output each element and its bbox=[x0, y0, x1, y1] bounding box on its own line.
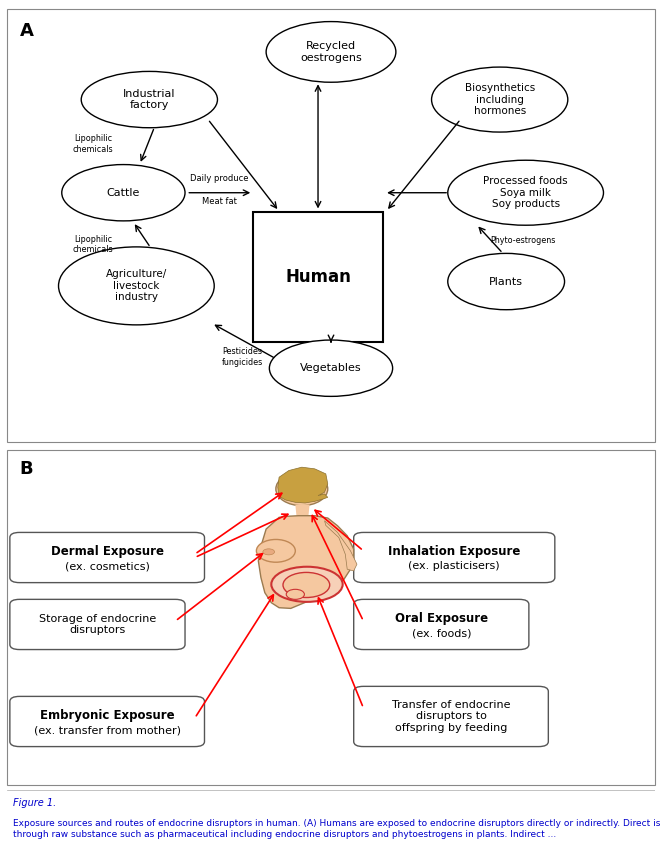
Text: Lipophilic
chemicals: Lipophilic chemicals bbox=[73, 135, 113, 154]
Ellipse shape bbox=[58, 247, 214, 325]
Text: Daily produce: Daily produce bbox=[190, 174, 249, 183]
Text: (ex. transfer from mother): (ex. transfer from mother) bbox=[34, 725, 181, 735]
Text: Recycled
oestrogens: Recycled oestrogens bbox=[300, 41, 362, 63]
Polygon shape bbox=[258, 516, 354, 608]
FancyBboxPatch shape bbox=[10, 600, 185, 650]
Text: Storage of endocrine
disruptors: Storage of endocrine disruptors bbox=[39, 613, 156, 635]
FancyBboxPatch shape bbox=[354, 600, 529, 650]
Text: Human: Human bbox=[285, 269, 351, 287]
Text: Processed foods
Soya milk
Soy products: Processed foods Soya milk Soy products bbox=[483, 176, 568, 209]
Text: Lipophilic
chemicals: Lipophilic chemicals bbox=[73, 235, 113, 255]
Ellipse shape bbox=[286, 589, 305, 600]
Ellipse shape bbox=[263, 549, 275, 555]
Text: (ex. cosmetics): (ex. cosmetics) bbox=[65, 561, 150, 571]
FancyBboxPatch shape bbox=[10, 533, 205, 583]
Ellipse shape bbox=[276, 472, 328, 505]
Text: Embryonic Exposure: Embryonic Exposure bbox=[40, 709, 175, 722]
Text: Cattle: Cattle bbox=[107, 188, 140, 197]
Polygon shape bbox=[324, 521, 357, 571]
Polygon shape bbox=[278, 467, 328, 503]
Text: Pesticides
fungicides: Pesticides fungicides bbox=[222, 347, 263, 367]
Text: Dermal Exposure: Dermal Exposure bbox=[51, 545, 164, 558]
Text: Industrial
factory: Industrial factory bbox=[123, 88, 175, 111]
Ellipse shape bbox=[81, 71, 217, 128]
Text: Biosynthetics
including
hormones: Biosynthetics including hormones bbox=[465, 83, 535, 116]
Text: (ex. foods): (ex. foods) bbox=[412, 628, 471, 638]
FancyBboxPatch shape bbox=[253, 212, 383, 342]
Ellipse shape bbox=[432, 67, 568, 132]
Text: Meat fat: Meat fat bbox=[202, 197, 237, 206]
Ellipse shape bbox=[269, 340, 393, 396]
Text: B: B bbox=[20, 461, 33, 479]
Text: Phyto-estrogens: Phyto-estrogens bbox=[490, 236, 555, 245]
Text: Transfer of endocrine
disruptors to
offspring by feeding: Transfer of endocrine disruptors to offs… bbox=[392, 700, 510, 733]
FancyBboxPatch shape bbox=[354, 533, 555, 583]
Text: Plants: Plants bbox=[489, 276, 523, 287]
Text: Oral Exposure: Oral Exposure bbox=[395, 612, 488, 625]
Text: Inhalation Exposure: Inhalation Exposure bbox=[388, 545, 520, 558]
Ellipse shape bbox=[62, 165, 185, 221]
FancyBboxPatch shape bbox=[354, 686, 548, 746]
Ellipse shape bbox=[266, 21, 396, 82]
Text: Exposure sources and routes of endocrine disruptors in human. (A) Humans are exp: Exposure sources and routes of endocrine… bbox=[13, 819, 661, 839]
Ellipse shape bbox=[283, 572, 330, 597]
Text: Vegetables: Vegetables bbox=[300, 363, 362, 373]
Text: A: A bbox=[20, 21, 34, 39]
Polygon shape bbox=[295, 505, 310, 517]
FancyBboxPatch shape bbox=[10, 697, 205, 746]
Text: Agriculture/
livestock
industry: Agriculture/ livestock industry bbox=[106, 269, 167, 303]
Text: Figure 1.: Figure 1. bbox=[13, 798, 56, 808]
Ellipse shape bbox=[256, 540, 295, 562]
Ellipse shape bbox=[448, 160, 604, 226]
Text: (ex. plasticisers): (ex. plasticisers) bbox=[408, 561, 500, 571]
Ellipse shape bbox=[448, 253, 565, 310]
Ellipse shape bbox=[271, 567, 343, 601]
